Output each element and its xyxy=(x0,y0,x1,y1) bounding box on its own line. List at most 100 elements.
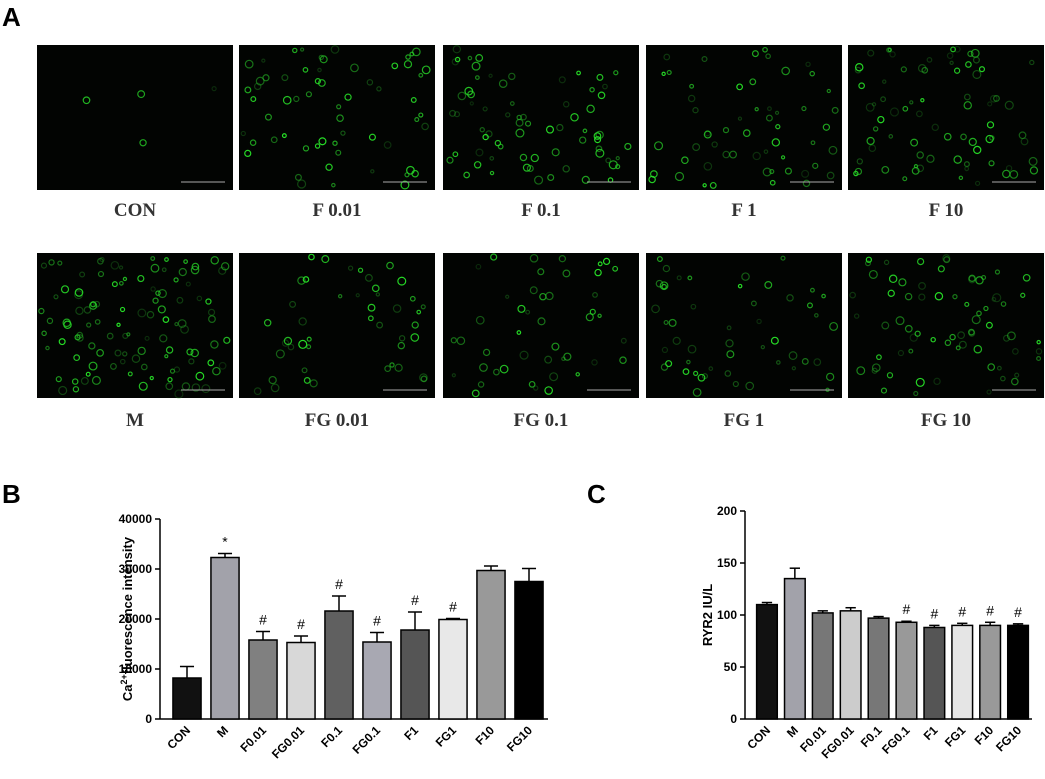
cell xyxy=(854,167,863,176)
cell xyxy=(336,114,344,123)
cell xyxy=(289,300,297,308)
cell xyxy=(801,105,807,112)
cell xyxy=(110,260,120,270)
cell xyxy=(308,253,315,261)
cell xyxy=(722,126,730,134)
cell xyxy=(306,336,312,342)
cell xyxy=(114,349,122,357)
cell xyxy=(914,330,921,337)
cell xyxy=(656,256,663,263)
cell xyxy=(400,180,410,190)
image-caption: F 10 xyxy=(929,200,964,221)
cell xyxy=(474,75,480,80)
bar xyxy=(172,677,202,720)
cell xyxy=(920,98,925,103)
cell xyxy=(45,345,50,351)
cell xyxy=(594,136,602,144)
cell xyxy=(968,329,976,337)
cell xyxy=(908,348,914,354)
cell xyxy=(648,175,656,184)
cell xyxy=(570,113,579,122)
cell xyxy=(676,275,682,281)
cell xyxy=(615,163,621,170)
cell xyxy=(994,269,1001,275)
cell xyxy=(244,59,254,69)
y-tick-label: 10000 xyxy=(119,662,153,676)
bar xyxy=(362,641,392,720)
cell xyxy=(131,354,141,363)
image-caption: F 1 xyxy=(731,200,756,221)
cell xyxy=(161,267,167,273)
cell xyxy=(726,325,732,331)
significance-mark: # xyxy=(958,603,966,619)
cell xyxy=(672,336,681,345)
image-background xyxy=(646,45,842,190)
cell xyxy=(255,76,265,86)
cell xyxy=(303,377,311,384)
y-tick-label: 0 xyxy=(145,712,152,726)
micrograph xyxy=(239,45,435,190)
cell xyxy=(805,61,811,67)
cell xyxy=(745,381,755,391)
cell xyxy=(297,276,306,285)
cell xyxy=(250,96,257,103)
cell xyxy=(302,67,309,73)
cell xyxy=(1000,375,1006,382)
cell xyxy=(975,276,984,285)
cell xyxy=(332,140,338,146)
cell xyxy=(519,350,529,360)
cell xyxy=(563,352,572,361)
cell xyxy=(180,324,189,334)
bar xyxy=(811,612,834,720)
cell xyxy=(240,130,246,137)
cell xyxy=(544,386,553,395)
cell xyxy=(855,63,864,72)
cell xyxy=(207,359,215,367)
cell xyxy=(305,91,312,98)
cell xyxy=(99,256,105,263)
cell xyxy=(581,175,590,184)
cell xyxy=(150,256,156,261)
cell xyxy=(876,354,882,361)
cell xyxy=(137,346,146,356)
cell xyxy=(949,60,954,65)
cell xyxy=(72,386,80,393)
cell xyxy=(165,346,174,354)
cell xyxy=(398,335,406,342)
cell xyxy=(383,141,392,149)
image-caption: F 0.01 xyxy=(313,200,362,221)
cell xyxy=(668,318,677,327)
significance-mark: # xyxy=(373,613,381,629)
cell xyxy=(955,345,961,351)
cell xyxy=(958,340,967,349)
cell xyxy=(703,130,712,139)
cell xyxy=(814,313,819,318)
cell xyxy=(562,101,570,108)
cell xyxy=(786,294,794,302)
x-tick-label: M xyxy=(784,723,801,740)
cell xyxy=(205,298,212,305)
cell xyxy=(960,133,967,141)
cell xyxy=(708,366,714,371)
cell xyxy=(898,278,907,287)
cell xyxy=(173,366,181,373)
significance-mark: # xyxy=(930,605,938,621)
cell xyxy=(58,385,68,396)
cell xyxy=(686,359,691,365)
bar xyxy=(839,610,862,720)
cell xyxy=(318,137,327,146)
cell xyxy=(973,344,983,354)
cell xyxy=(810,140,816,146)
cell xyxy=(497,143,504,150)
cell xyxy=(178,267,187,277)
cell xyxy=(195,371,205,381)
cell xyxy=(302,145,310,152)
cell xyxy=(575,372,580,377)
cell xyxy=(597,261,603,267)
cell xyxy=(223,336,231,344)
cell xyxy=(298,317,307,326)
cell xyxy=(944,339,952,347)
cell xyxy=(404,172,410,178)
cell xyxy=(911,166,920,175)
cell xyxy=(926,154,935,163)
